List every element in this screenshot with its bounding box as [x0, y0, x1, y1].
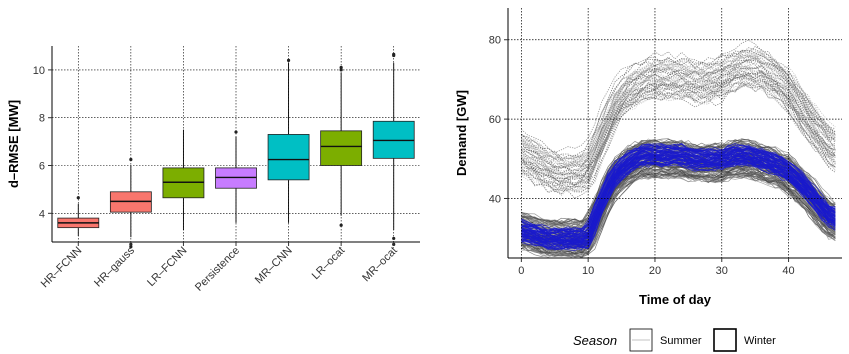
- y-tick-label: 8: [39, 113, 45, 125]
- x-tick-label: 40: [782, 265, 794, 277]
- highlight-curve: [521, 152, 836, 240]
- winter-curve: [521, 49, 836, 160]
- legend: Season Summer Winter: [573, 328, 776, 352]
- winter-curve: [521, 66, 836, 181]
- box-2: [109, 157, 152, 249]
- winter-curve: [521, 81, 836, 194]
- y-axis-title: Demand [GW]: [454, 90, 469, 176]
- winter-curve: [521, 82, 836, 195]
- winter-curve: [521, 82, 836, 199]
- box-7: [372, 52, 415, 246]
- x-tick-label: HR–FCNN: [39, 245, 85, 291]
- winter-curve: [521, 57, 836, 168]
- winter-curve: [521, 39, 836, 154]
- highlight-curve: [521, 159, 836, 250]
- y-tick-label: 10: [33, 65, 45, 77]
- legend-label-winter: Winter: [744, 335, 776, 347]
- box-1: [57, 196, 100, 237]
- outlier-point: [339, 223, 343, 227]
- x-tick-label: LR–ocat: [310, 245, 347, 282]
- highlight-curve: [521, 143, 836, 232]
- outlier-point: [339, 68, 343, 72]
- x-tick-label: MR–CNN: [253, 245, 295, 287]
- winter-curve: [521, 75, 836, 192]
- y-tick-label: 80: [489, 35, 501, 47]
- winter-curve: [521, 68, 836, 177]
- x-tick-label: 30: [716, 265, 728, 277]
- winter-curve: [521, 49, 836, 161]
- box-5: [267, 58, 310, 223]
- boxplot-panel: 4 6 8 10 HR–FCNN HR–gauss LR–FCNN Persistence MR…: [6, 46, 420, 294]
- winter-curve: [521, 59, 836, 170]
- summer-curve: [521, 138, 836, 223]
- x-tick-label: HR–gauss: [92, 244, 137, 289]
- winter-curve: [521, 79, 836, 193]
- demand-panel: 40 60 80 0 10 20 30 40 Time of day Demand [GW] Sea…: [454, 8, 842, 352]
- winter-curve: [521, 70, 836, 183]
- legend-title: Season: [573, 333, 617, 348]
- highlight-curve: [521, 162, 836, 251]
- winter-curve: [521, 60, 836, 174]
- summer-curve: [521, 172, 836, 258]
- y-tick-label: 60: [489, 114, 501, 126]
- highlight-curve: [521, 154, 836, 244]
- box-3: [162, 129, 205, 231]
- curves-group: [521, 39, 836, 258]
- legend-label-summer: Summer: [660, 335, 702, 347]
- highlight-curve: [521, 151, 836, 241]
- outlier-point: [76, 196, 80, 200]
- outlier-point: [392, 236, 396, 241]
- winter-curve: [521, 57, 836, 167]
- x-axis-title: Time of day: [639, 292, 712, 307]
- winter-curve: [521, 52, 836, 164]
- winter-curve: [521, 71, 836, 186]
- x-tick-label: 10: [582, 265, 594, 277]
- highlight-curve: [521, 143, 836, 231]
- winter-curve: [521, 47, 836, 161]
- highlight-curve: [521, 146, 836, 236]
- x-tick-label: LR–FCNN: [145, 245, 189, 289]
- winter-curve: [521, 74, 836, 184]
- outlier-point: [286, 58, 291, 62]
- winter-curve: [521, 66, 836, 177]
- x-tick-label: MR–ocat: [360, 245, 400, 285]
- winter-curve: [521, 65, 836, 174]
- winter-curve: [521, 85, 836, 197]
- summer-curve: [521, 175, 836, 258]
- winter-curve: [521, 49, 836, 162]
- y-tick-label: 4: [39, 208, 45, 220]
- x-tick-label: 0: [518, 265, 524, 277]
- summer-curve: [521, 173, 836, 258]
- outlier-point: [129, 245, 133, 249]
- y-tick-label: 40: [489, 193, 501, 205]
- x-tick-label: Persistence: [193, 245, 242, 294]
- winter-curve: [521, 81, 836, 192]
- winter-curve: [521, 62, 836, 174]
- winter-curve: [521, 74, 836, 187]
- winter-curve: [521, 73, 836, 185]
- highlight-curve: [521, 156, 836, 246]
- box-rect: [267, 134, 310, 181]
- outlier-point: [234, 130, 238, 134]
- winter-curve: [521, 66, 836, 179]
- box-6: [320, 65, 363, 227]
- winter-curve: [521, 53, 836, 168]
- legend-key-winter: [713, 328, 737, 352]
- box-rect: [320, 130, 363, 166]
- winter-curve: [521, 73, 836, 182]
- winter-curve: [521, 57, 836, 171]
- outlier-point: [392, 52, 396, 56]
- winter-curve: [521, 72, 836, 181]
- outlier-point: [129, 157, 133, 162]
- box-4: [215, 130, 257, 223]
- winter-curve: [521, 46, 836, 160]
- x-tick-label: 20: [649, 265, 661, 277]
- summer-curve: [521, 168, 836, 255]
- y-tick-label: 6: [39, 161, 45, 173]
- outlier-point: [339, 65, 343, 70]
- y-axis-title: d–RMSE [MW]: [6, 100, 21, 188]
